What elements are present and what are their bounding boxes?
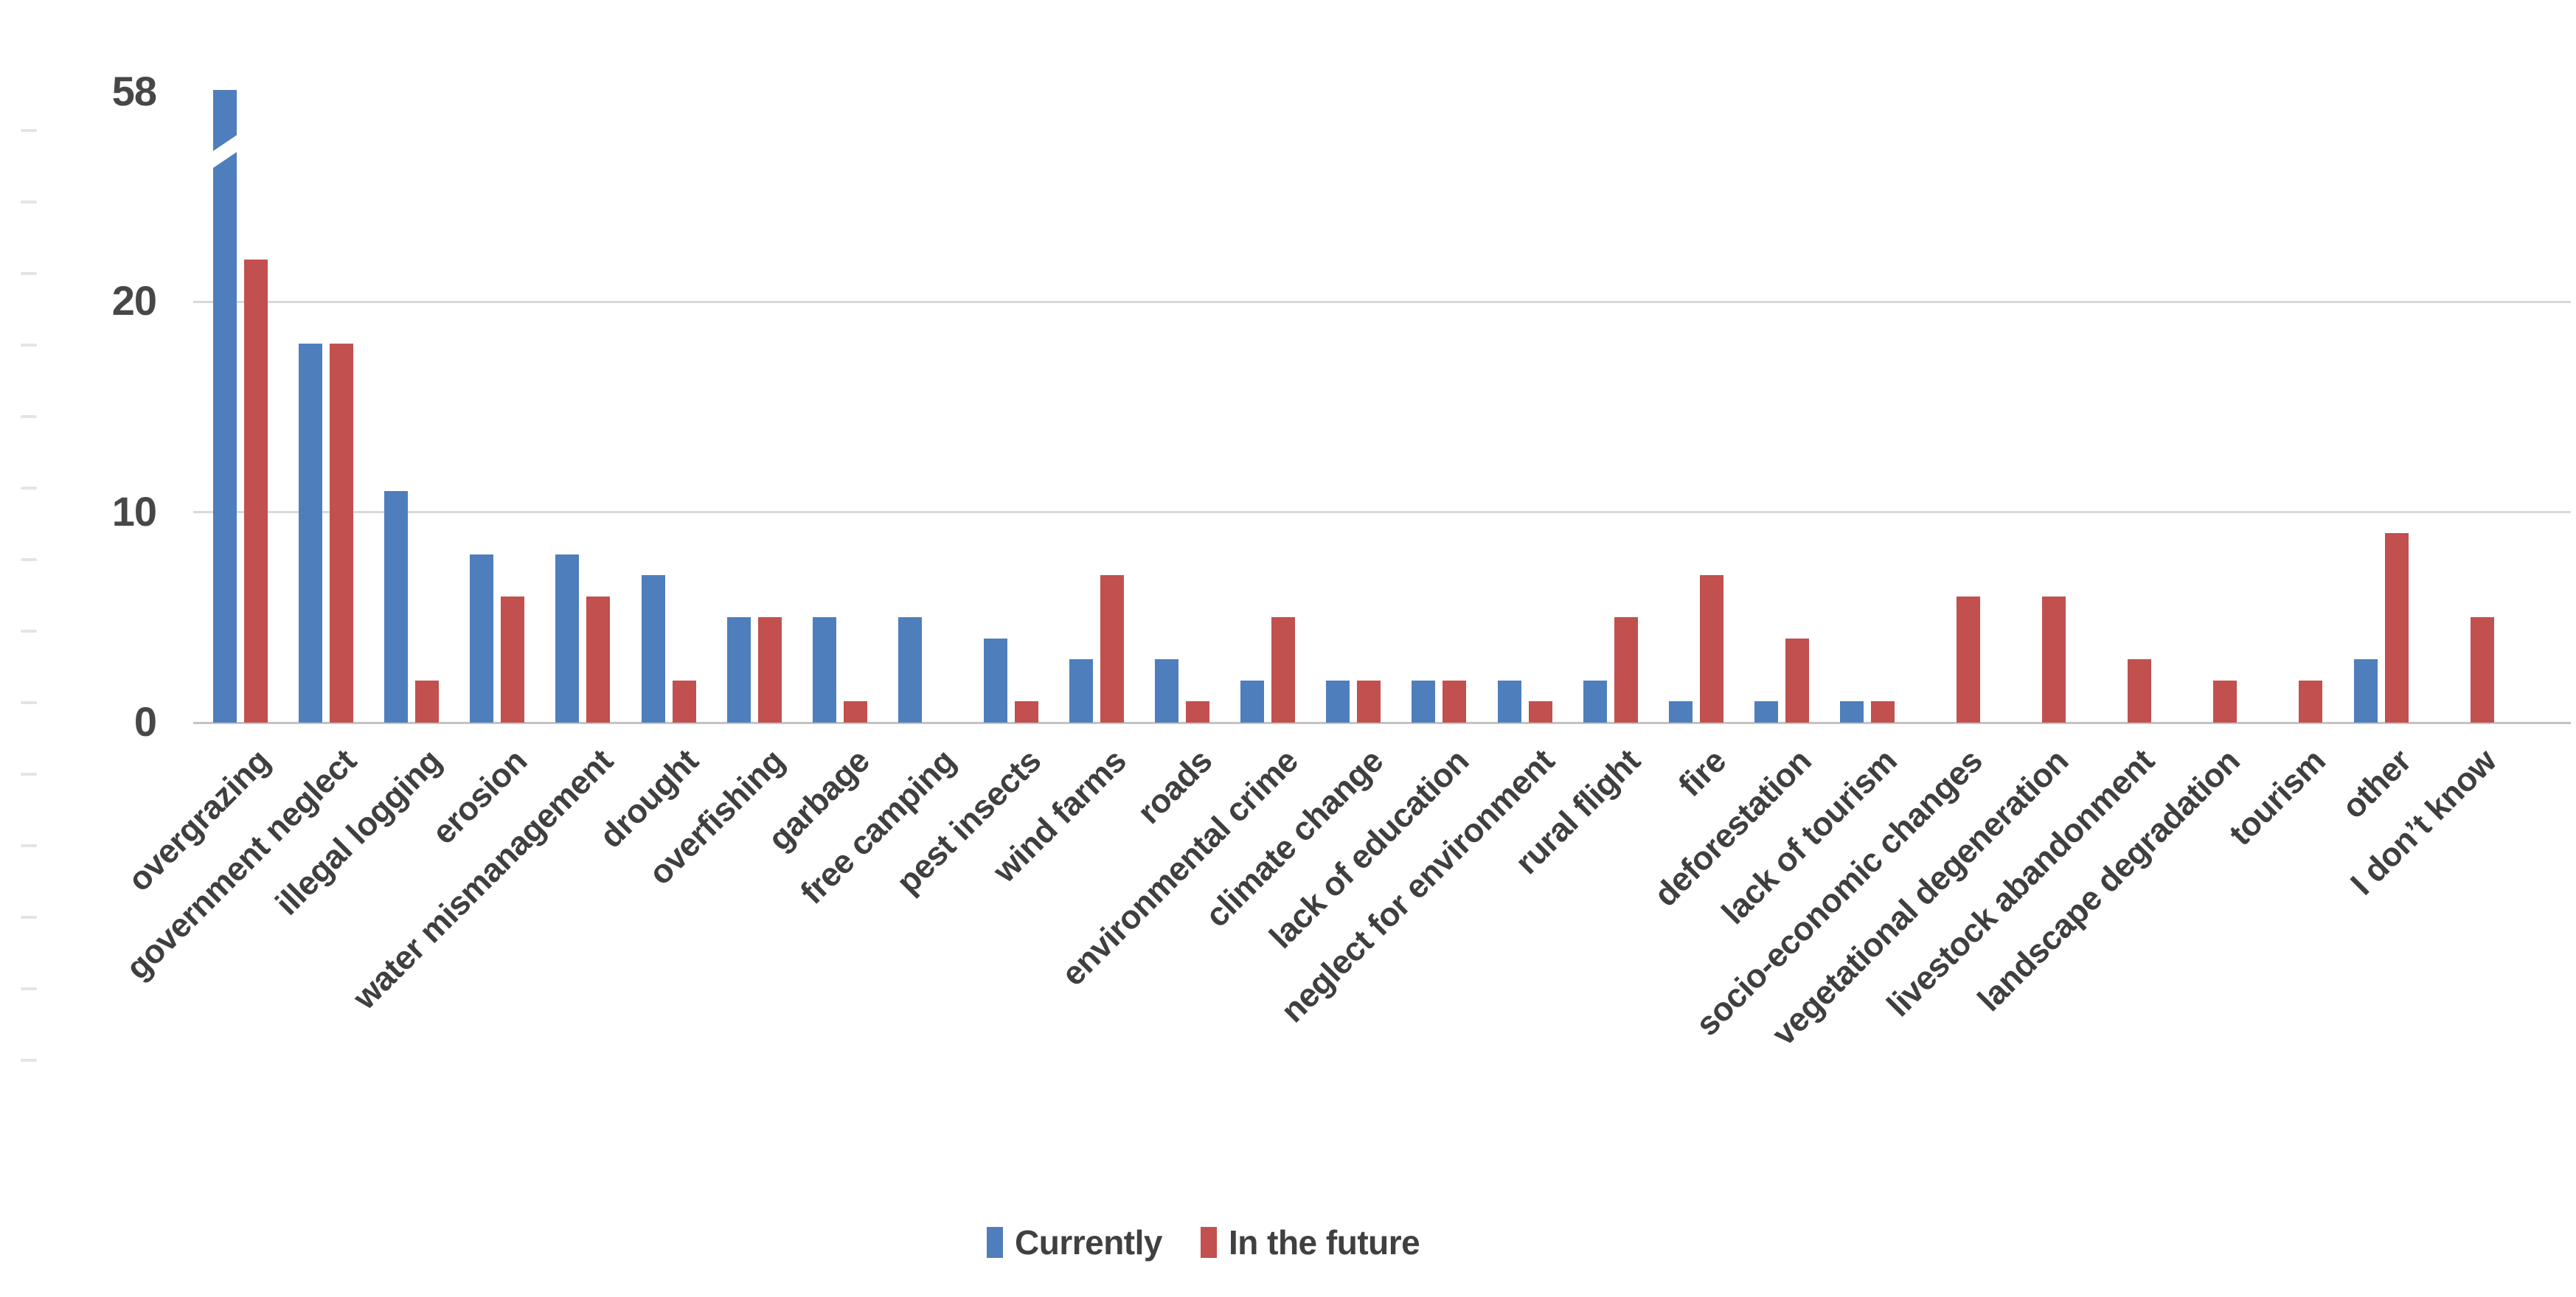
- legend: Currently In the future: [987, 1223, 1458, 1262]
- minor-tick: [21, 916, 37, 919]
- x-axis-label: tourism: [2221, 742, 2333, 853]
- legend-swatch-future: [1200, 1227, 1217, 1258]
- minor-tick: [21, 272, 37, 275]
- minor-tick: [21, 844, 37, 847]
- bar-future-14: [1443, 680, 1467, 723]
- x-axis-line: [193, 721, 2571, 724]
- bar-currently-19: [1839, 701, 1864, 723]
- bar-future-7: [843, 701, 867, 723]
- bar-currently-9: [983, 638, 1007, 723]
- bar-future-15: [1528, 701, 1552, 723]
- bar-future-4: [586, 596, 611, 723]
- minor-tick: [21, 987, 37, 990]
- bar-currently-6: [726, 617, 751, 723]
- minor-tick: [21, 344, 37, 347]
- bar-currently-11: [1155, 659, 1179, 723]
- bar-currently-4: [555, 554, 580, 723]
- bar-currently-1: [299, 344, 323, 723]
- minor-tick: [21, 129, 37, 132]
- bar-future-22: [2128, 659, 2152, 723]
- bar-currently-17: [1668, 701, 1693, 723]
- bar-future-6: [757, 617, 782, 723]
- x-axis-label: fire: [1670, 742, 1733, 804]
- bar-currently-12: [1240, 680, 1265, 723]
- y-axis-tick-label: 10: [111, 487, 157, 535]
- bar-future-10: [1100, 575, 1124, 723]
- bar-future-21: [2042, 596, 2066, 723]
- bar-future-0: [244, 259, 268, 723]
- bar-future-12: [1271, 617, 1296, 723]
- bar-currently-25: [2353, 659, 2378, 723]
- bar-currently-13: [1326, 680, 1350, 723]
- minor-tick: [21, 773, 37, 776]
- bar-currently-8: [898, 617, 922, 723]
- bar-future-23: [2213, 680, 2237, 723]
- bar-future-13: [1357, 680, 1381, 723]
- bar-future-20: [1957, 596, 1980, 723]
- bar-currently-18: [1754, 701, 1778, 723]
- bar-future-9: [1014, 701, 1038, 723]
- bar-future-24: [2299, 680, 2323, 723]
- y-axis-tick-label: 20: [111, 277, 157, 324]
- minor-tick: [21, 701, 37, 704]
- bar-currently-0: [213, 90, 237, 723]
- minor-tick: [21, 415, 37, 418]
- bar-future-19: [1870, 701, 1895, 723]
- bar-future-2: [415, 680, 440, 723]
- bar-currently-5: [641, 575, 665, 723]
- y-axis-top-label: 58: [111, 68, 157, 114]
- bar-currently-2: [384, 490, 409, 723]
- bar-currently-10: [1069, 659, 1093, 723]
- minor-tick: [21, 1059, 37, 1062]
- bar-future-25: [2384, 533, 2409, 723]
- legend-label-currently: Currently: [1015, 1223, 1162, 1262]
- bar-currently-15: [1497, 680, 1521, 723]
- minor-tick: [21, 630, 37, 633]
- y-axis-tick-label: 0: [133, 698, 157, 745]
- bar-future-5: [672, 680, 696, 723]
- bar-future-26: [2470, 617, 2494, 723]
- bar-future-16: [1614, 617, 1638, 723]
- bar-future-11: [1186, 701, 1210, 723]
- legend-swatch-currently: [987, 1227, 1003, 1258]
- bar-future-17: [1699, 575, 1723, 723]
- bar-currently-14: [1412, 680, 1436, 723]
- bar-currently-7: [812, 617, 836, 723]
- bar-future-18: [1785, 638, 1809, 723]
- bar-future-3: [501, 596, 525, 723]
- bar-currently-16: [1583, 680, 1607, 723]
- bar-currently-3: [470, 554, 494, 723]
- gridline: [193, 300, 2571, 303]
- minor-tick: [21, 487, 37, 490]
- bar-future-1: [330, 344, 354, 723]
- minor-tick: [21, 558, 37, 561]
- minor-tick: [21, 201, 37, 204]
- legend-label-future: In the future: [1228, 1223, 1420, 1262]
- gridline: [193, 511, 2571, 513]
